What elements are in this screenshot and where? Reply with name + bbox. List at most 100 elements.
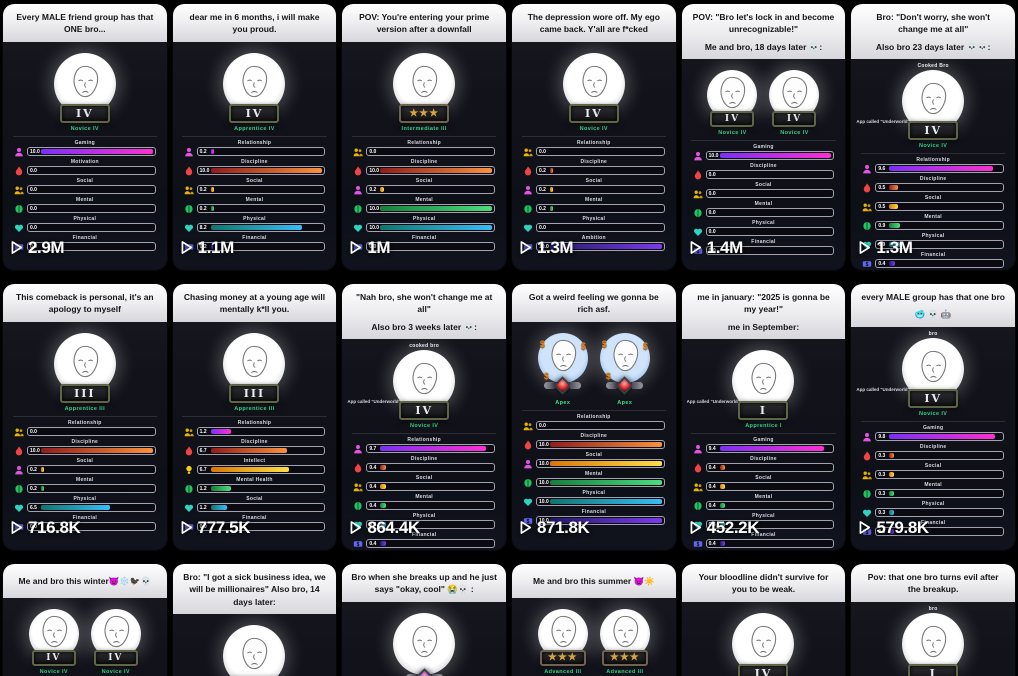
stat-label: Relationship <box>577 413 611 420</box>
heart-icon <box>693 227 703 237</box>
play-icon <box>857 240 872 255</box>
video-thumbnail[interactable]: "Nah bro, she won't change me at all" Al… <box>339 280 509 560</box>
stat-value: 0.0 <box>30 224 37 231</box>
stat-value: 0.2 <box>539 205 546 212</box>
people-icon <box>353 482 364 492</box>
rank-badge: IV <box>399 400 450 420</box>
rank-label: Advanced III <box>606 668 644 675</box>
rank-badge: IV <box>738 663 789 676</box>
people-icon <box>862 202 873 212</box>
video-thumbnail[interactable]: POV: You're entering your prime version … <box>339 0 509 280</box>
rank-badge-stars: ★★★ <box>399 103 450 123</box>
heart-icon <box>693 520 703 530</box>
dollar-icon: $ <box>605 370 611 381</box>
video-title-bar: POV: You're entering your prime version … <box>342 4 506 42</box>
stat-card: POV: You're entering your prime version … <box>342 4 506 270</box>
video-title-bar: The depression wore off. My ego came bac… <box>512 4 676 42</box>
stat-bar: 0.0 <box>366 242 495 252</box>
character-avatar <box>537 608 588 659</box>
stat-bar: 0.2 <box>536 185 665 195</box>
heart-icon <box>184 223 194 233</box>
video-title-bar: Your bloodline didn't survive for you to… <box>681 563 846 602</box>
view-count-value: 864.4K <box>367 517 420 537</box>
stat-label: Discipline <box>241 438 268 445</box>
stat-value: 10.0 <box>708 152 719 159</box>
stat-bar-fill <box>889 242 901 248</box>
character: IV Novice IV <box>902 69 965 149</box>
video-thumbnail[interactable]: POV: "Bro let's lock in and become unrec… <box>679 0 849 280</box>
stat-bar-fill <box>889 434 996 440</box>
stat-value: 6.5 <box>30 504 37 511</box>
stat-label: Mental <box>754 200 773 207</box>
person-icon <box>862 432 872 442</box>
rank-badge-stars: ★★★ <box>539 649 586 666</box>
stat-bar-fill <box>889 472 894 478</box>
stat-row: Discipline 0.2 <box>523 158 665 176</box>
stat-value: 0.2 <box>199 243 207 250</box>
video-title: Your bloodline didn't survive for you to… <box>698 571 829 595</box>
stat-value: 10.0 <box>539 517 549 524</box>
video-thumbnail[interactable]: This comeback is personal, it's an apolo… <box>0 280 170 560</box>
rank-label: Apprentice III <box>234 405 275 412</box>
stat-value: 0.0 <box>708 247 716 254</box>
stat-bar: 10.0 <box>366 223 495 233</box>
video-thumbnail[interactable]: Me and bro this summer 😈☀️ ★★★ Advanced I… <box>509 560 679 676</box>
stat-label: Mental <box>415 493 433 500</box>
character: I Apprentice I <box>732 349 795 429</box>
stat-value: 0.4 <box>369 464 377 471</box>
stat-label: Social <box>755 474 772 481</box>
stat-value: 0.0 <box>708 228 716 235</box>
stat-label: Relationship <box>407 139 441 146</box>
stat-bar: 0.4 <box>366 501 495 511</box>
dollar-icon: $ <box>543 370 549 381</box>
video-thumbnail[interactable]: Bro when she breaks up and he just says … <box>339 560 509 676</box>
video-thumbnail[interactable]: Bro: "I got a sick business idea, we wil… <box>170 560 340 676</box>
play-icon <box>857 520 872 535</box>
stat-value: 10.0 <box>30 148 40 155</box>
video-title: Bro: "I got a sick business idea, we wil… <box>183 571 326 607</box>
video-thumbnail[interactable]: Chasing money at a young age will mental… <box>170 280 340 560</box>
stat-bar: 0.0 <box>196 522 326 532</box>
stat-label: Physical <box>243 215 266 222</box>
video-thumbnail[interactable]: me in january: "2025 is gonna be my year… <box>679 280 849 560</box>
badge-wing-icon <box>544 382 556 390</box>
stat-bar: 10.0 <box>27 446 156 456</box>
stat-value: 9.7 <box>369 445 377 452</box>
stat-value: 0.9 <box>878 241 886 248</box>
stat-value: 0.2 <box>30 466 37 473</box>
stat-bar-fill <box>210 225 303 231</box>
video-thumbnail[interactable]: Every MALE friend group has that ONE bro… <box>0 0 170 280</box>
stat-row: Social 0.0 <box>14 177 156 195</box>
video-thumbnail[interactable]: every MALE group has that one bro 🥶 💀 🤖 … <box>848 280 1018 560</box>
play-icon <box>179 520 194 535</box>
character: IV Novice IV <box>393 349 456 429</box>
video-thumbnail[interactable]: Bro: "Don't worry, she won't change me a… <box>848 0 1018 280</box>
stat-value: 0.0 <box>30 523 37 530</box>
stat-value: 1.2 <box>199 485 207 492</box>
stat-row: Social 0.4 <box>353 474 495 492</box>
stat-label: Discipline <box>71 438 99 445</box>
stat-card: Got a weird feeling we gonna be rich asf… <box>512 283 676 550</box>
stat-bar: 1.2 <box>196 484 326 494</box>
video-title-bar: Bro: "Don't worry, she won't change me a… <box>851 4 1015 59</box>
stat-row: Discipline 0.4 <box>353 455 495 473</box>
video-thumbnail[interactable]: Your bloodline didn't survive for you to… <box>679 560 849 676</box>
brain-icon <box>14 484 24 494</box>
heart-icon <box>862 508 872 518</box>
video-thumbnail[interactable]: Pov: that one bro turns evil after the b… <box>848 560 1018 676</box>
stats-list: Relationship 0.0 Discipline 10.0 Social 0.2 Me… <box>3 419 167 533</box>
stat-label: Financial <box>920 519 946 526</box>
stat-value: 0.5 <box>878 184 886 191</box>
video-thumbnail[interactable]: The depression wore off. My ego came bac… <box>509 0 679 280</box>
video-thumbnail[interactable]: dear me in 6 months, i will make you pro… <box>170 0 340 280</box>
video-thumbnail[interactable]: Got a weird feeling we gonna be rich asf… <box>509 280 679 560</box>
stat-bar-fill <box>550 168 554 174</box>
stat-bar: 10.0 <box>705 151 835 161</box>
stat-bar: 10.0 <box>536 459 665 469</box>
overlay-caption-top: bro <box>928 605 938 612</box>
video-thumbnail[interactable]: Me and bro this winter😈❄️🐦‍⬛💀 IV Novice I… <box>0 560 170 676</box>
stats-list: Relationship 0.0 Discipline 10.0 Social 10.0 M… <box>512 413 676 527</box>
view-count-value: 871.8K <box>537 517 590 537</box>
